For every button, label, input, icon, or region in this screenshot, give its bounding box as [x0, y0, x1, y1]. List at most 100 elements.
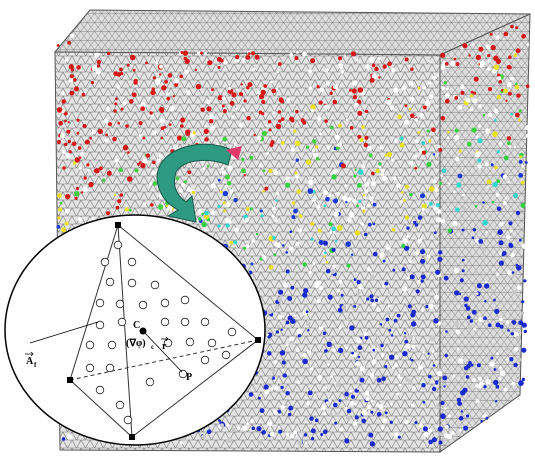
- marker: [246, 116, 250, 120]
- marker: [231, 115, 234, 118]
- marker: [278, 290, 283, 295]
- marker: [106, 211, 110, 215]
- marker: [417, 280, 421, 284]
- marker: [517, 357, 522, 362]
- marker: [88, 182, 93, 187]
- marker: [319, 327, 322, 330]
- marker: [296, 51, 299, 54]
- marker: [403, 238, 408, 243]
- marker: [120, 193, 124, 197]
- marker: [121, 108, 124, 111]
- marker: [60, 134, 65, 139]
- marker: [298, 334, 301, 337]
- marker: [325, 197, 330, 202]
- marker: [117, 122, 120, 125]
- marker: [515, 85, 520, 90]
- marker: [363, 196, 366, 199]
- marker: [375, 169, 379, 173]
- marker: [508, 323, 513, 328]
- marker: [302, 359, 308, 365]
- marker: [461, 410, 463, 412]
- marker: [507, 136, 511, 140]
- marker: [421, 383, 425, 387]
- marker: [384, 365, 387, 368]
- marker: [101, 258, 109, 266]
- marker: [507, 65, 511, 69]
- marker: [447, 137, 450, 140]
- marker: [439, 441, 443, 445]
- marker: [493, 299, 496, 302]
- marker: [370, 294, 374, 298]
- marker: [521, 348, 526, 353]
- marker: [418, 239, 423, 244]
- marker: [264, 389, 269, 394]
- marker: [415, 251, 419, 255]
- marker: [525, 134, 529, 138]
- marker: [391, 334, 393, 336]
- marker: [485, 162, 489, 166]
- marker: [128, 258, 136, 266]
- marker: [267, 335, 270, 338]
- marker: [521, 181, 525, 185]
- marker: [257, 440, 262, 445]
- marker: [272, 207, 276, 211]
- marker: [262, 131, 267, 136]
- marker: [432, 387, 436, 391]
- marker: [453, 191, 456, 194]
- marker: [223, 210, 226, 213]
- marker: [328, 338, 332, 342]
- marker: [70, 34, 74, 38]
- marker: [364, 189, 368, 193]
- marker: [503, 89, 508, 94]
- marker: [302, 52, 307, 57]
- marker: [507, 141, 511, 145]
- marker: [290, 231, 293, 234]
- marker: [351, 254, 353, 256]
- marker: [355, 169, 357, 171]
- marker: [235, 55, 239, 59]
- marker: [495, 400, 497, 402]
- marker: [276, 124, 281, 129]
- marker: [428, 139, 431, 142]
- marker: [466, 414, 469, 417]
- marker: [344, 54, 346, 56]
- marker: [454, 290, 459, 295]
- marker: [387, 392, 390, 395]
- marker: [193, 131, 196, 134]
- marker: [319, 286, 323, 290]
- marker: [366, 297, 369, 300]
- marker: [497, 95, 501, 99]
- marker: [350, 126, 354, 130]
- marker: [339, 399, 342, 402]
- marker: [303, 262, 307, 266]
- marker: [480, 368, 482, 370]
- marker: [227, 165, 232, 170]
- marker: [458, 174, 463, 179]
- marker: [69, 78, 74, 83]
- marker: [525, 218, 529, 222]
- marker: [370, 197, 374, 201]
- marker: [281, 329, 283, 331]
- marker: [261, 90, 266, 95]
- marker: [441, 116, 446, 121]
- marker: [251, 51, 255, 55]
- marker: [333, 100, 338, 105]
- marker: [57, 193, 62, 198]
- marker: [271, 89, 276, 94]
- marker: [278, 315, 282, 319]
- label-gradient-sub: c: [151, 343, 154, 351]
- marker: [373, 203, 377, 207]
- marker: [206, 100, 210, 104]
- marker: [462, 207, 466, 211]
- marker: [281, 117, 285, 121]
- marker: [69, 91, 74, 96]
- marker: [427, 129, 430, 132]
- marker: [91, 217, 95, 221]
- label-r: r: [162, 341, 167, 352]
- marker: [272, 111, 275, 114]
- marker: [74, 86, 79, 91]
- marker: [308, 180, 313, 185]
- marker: [440, 174, 443, 177]
- marker: [517, 286, 522, 291]
- marker: [344, 407, 347, 410]
